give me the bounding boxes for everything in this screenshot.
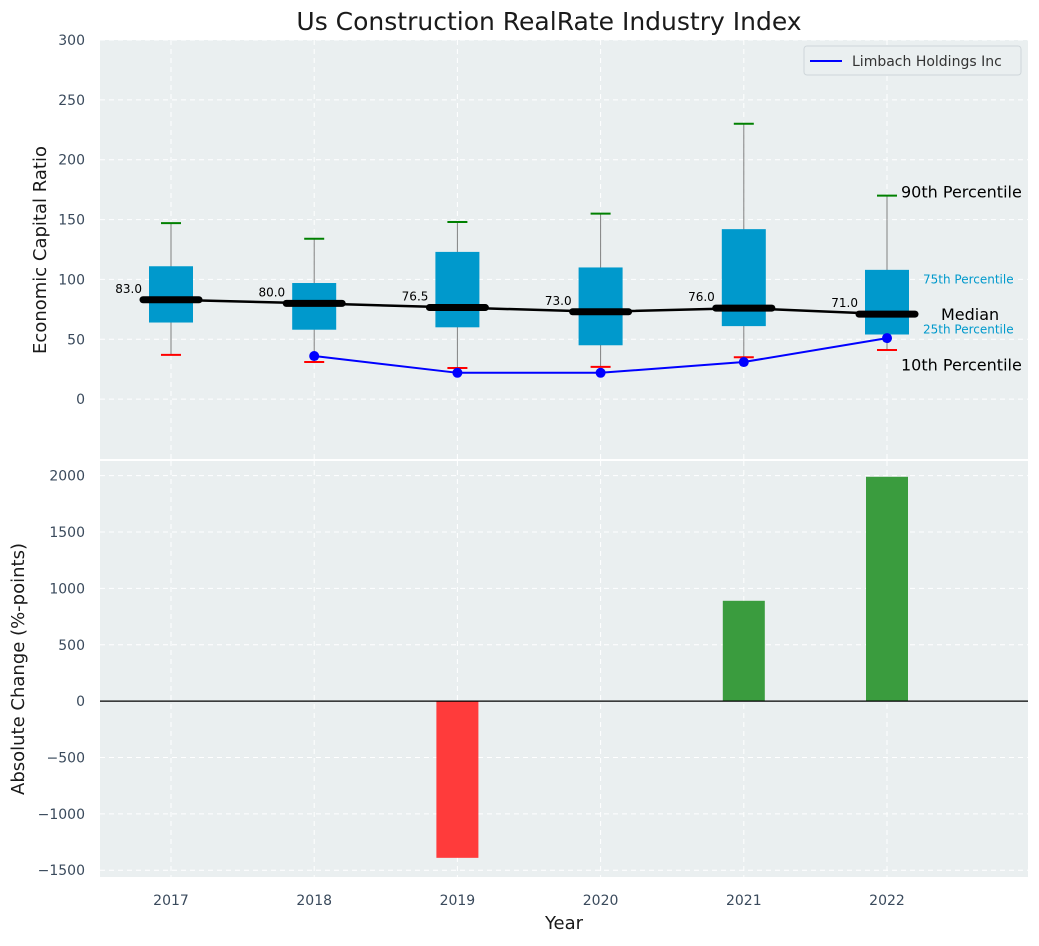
- series-point-limbach: [738, 357, 749, 368]
- bottom-y-tick-label: 1000: [49, 581, 85, 597]
- series-point-limbach: [452, 367, 463, 378]
- iqr-box: [435, 251, 480, 328]
- top-y-tick-label: 300: [58, 33, 85, 49]
- median-data-label: 71.0: [831, 296, 858, 310]
- bottom-y-tick-label: −500: [47, 750, 85, 766]
- change-bar: [722, 600, 765, 702]
- series-point-limbach: [882, 333, 892, 344]
- bottom-y-tick-label: −1500: [38, 863, 85, 879]
- chart-title: Us Construction RealRate Industry Index: [296, 7, 801, 36]
- median-data-label: 80.0: [258, 285, 285, 299]
- top-y-tick-label: 150: [58, 213, 85, 229]
- x-tick-label: 2020: [583, 893, 619, 909]
- top-y-tick-label: 0: [76, 392, 85, 408]
- median-data-label: 76.0: [688, 290, 715, 304]
- top-y-tick-label: 50: [67, 332, 85, 348]
- bottom-y-tick-label: 500: [58, 638, 85, 654]
- series-point-limbach: [309, 351, 320, 362]
- change-bar: [866, 476, 908, 702]
- change-bar: [436, 701, 479, 858]
- series-point-limbach: [595, 367, 606, 378]
- median-data-label: 83.0: [115, 282, 142, 296]
- legend: Limbach Holdings Inc: [803, 45, 1022, 76]
- x-tick-label: 2019: [440, 893, 476, 909]
- top-y-tick-label: 250: [58, 93, 85, 109]
- bottom-panel: −1500 −1000 −500 0 500 1000 1500 2000 2017 2018 20…: [38, 461, 1028, 909]
- top-y-tick-label: 100: [58, 272, 85, 288]
- top-panel: 0 50 100 150 200 250 300 83.0 80.0 76.5 73.0 76.0 71…: [58, 33, 1028, 459]
- legend-box: [803, 45, 1022, 76]
- bottom-y-tick-label: 2000: [49, 469, 85, 485]
- iqr-box: [578, 267, 623, 346]
- annotation-median: Median: [941, 305, 999, 324]
- annotation-10th-percentile: 10th Percentile: [901, 355, 1022, 374]
- bottom-y-tick-label: 1500: [49, 525, 85, 541]
- x-tick-label: 2021: [726, 893, 762, 909]
- annotation-90th-percentile: 90th Percentile: [901, 183, 1022, 202]
- annotation-75th-percentile: 75th Percentile: [923, 272, 1014, 286]
- top-y-tick-label: 200: [58, 153, 85, 169]
- bottom-y-tick-label: −1000: [38, 807, 85, 823]
- x-axis-label: Year: [544, 913, 584, 934]
- x-tick-label: 2018: [296, 893, 332, 909]
- top-y-axis-label: Economic Capital Ratio: [30, 146, 51, 354]
- bottom-y-tick-label: 0: [76, 694, 85, 710]
- bottom-y-axis-label: Absolute Change (%-points): [8, 543, 29, 795]
- median-data-label: 76.5: [402, 290, 429, 304]
- x-tick-label: 2017: [153, 893, 189, 909]
- annotation-25th-percentile: 25th Percentile: [923, 323, 1014, 337]
- x-tick-label: 2022: [869, 893, 905, 909]
- iqr-box: [149, 266, 193, 323]
- iqr-box: [865, 269, 909, 335]
- median-data-label: 73.0: [545, 294, 572, 308]
- legend-label: Limbach Holdings Inc: [852, 54, 1002, 70]
- top-plot-area: [100, 40, 1028, 459]
